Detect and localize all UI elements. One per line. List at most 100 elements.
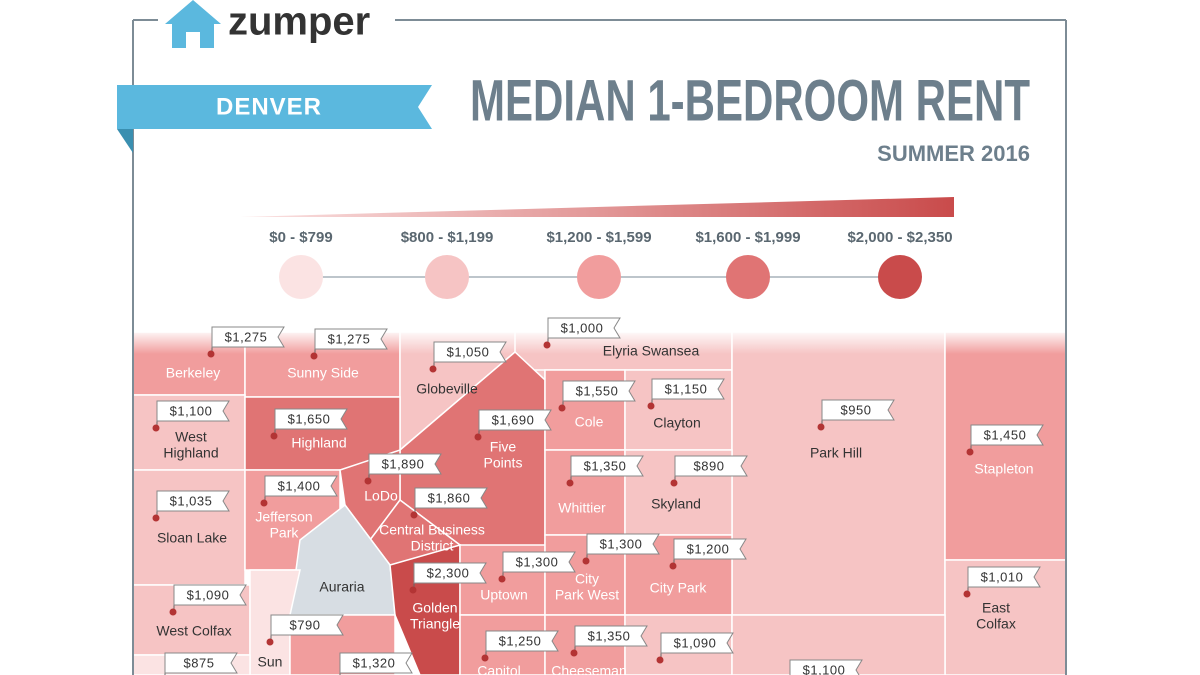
pin-dot [669,562,677,570]
rent-flag [547,317,621,339]
rent-flag [674,455,748,477]
neighborhood-name: Highland [291,435,346,451]
rent-flag [314,328,388,350]
pin-dot [152,514,160,522]
neighborhoods: Berkeley $1,275 Sunny Side $1,275 Globeville… [152,317,1044,675]
rent-flag [414,487,488,509]
pin-dot [429,365,437,373]
rent-label: $1,300 [516,554,559,569]
rent-label: $1,690 [492,412,535,427]
rent-flag [485,630,559,652]
neighborhood-name: Colfax [976,616,1016,632]
neighborhood-name: Jefferson [255,509,312,525]
rent-flag [967,566,1041,588]
neighborhood-name: Elyria Swansea [603,343,700,359]
rent-label: $1,320 [353,655,396,670]
rent-label: $1,275 [225,329,268,344]
rent-label: $1,300 [600,536,643,551]
legend: $0 - $799 $800 - $1,199 $1,200 - $1,599 $1,… [269,229,953,299]
rent-label: $1,275 [328,331,371,346]
neighborhood-name: Cheeseman [551,663,627,675]
neighborhood-name: Sun [258,654,283,670]
pin-dot [570,649,578,657]
pin-dot [310,352,318,360]
legend-label: $1,200 - $1,599 [546,229,651,246]
rent-label: $1,100 [170,403,213,418]
map [132,331,1067,675]
rent-flag [651,378,725,400]
pin-dot [364,477,372,485]
pin-dot [670,479,678,487]
rent-label: $1,010 [981,569,1024,584]
neighborhood-name: West Colfax [156,623,231,639]
rent-label: $1,090 [187,587,230,602]
rent-label: $1,035 [170,493,213,508]
legend-label: $800 - $1,199 [401,229,494,246]
rent-flag [264,475,338,497]
rent-flag [574,625,648,647]
neighborhood-name: District [411,538,454,554]
rent-label: $1,450 [984,427,1027,442]
rent-flag [270,614,344,636]
neighborhood-name: Uptown [480,587,527,603]
rent-label: $1,000 [561,320,604,335]
rent-label: $890 [694,458,725,473]
pin-dot [498,575,506,583]
neighborhood-name: Globeville [416,381,478,397]
pin-dot [647,402,655,410]
legend-label: $0 - $799 [269,229,332,246]
neighborhood-name: Sloan Lake [157,530,227,546]
rent-label: $1,150 [665,381,708,396]
pin-dot [207,350,215,358]
rent-label: $950 [841,402,872,417]
rent-flag [413,562,487,584]
rent-label: $790 [290,617,321,632]
pin-dot [582,557,590,565]
neighborhood-name: City Park [650,580,708,596]
rent-label: $1,860 [428,490,471,505]
rent-flag [673,538,747,560]
neighborhood-name: Auraria [319,579,364,595]
rent-label: $1,100 [803,662,846,675]
neighborhood-name: Highland [163,445,218,461]
legend-swatch [577,255,621,299]
logo-icon [165,0,221,48]
banner [117,85,432,129]
neighborhood-name: Capitol [477,663,521,675]
rent-label: $1,890 [382,456,425,471]
rent-flag [368,453,442,475]
rent-label: $1,650 [288,411,331,426]
pin-dot [270,432,278,440]
rent-flag [156,400,230,422]
neighborhood-name: East [982,600,1010,616]
neighborhood-name: Skyland [651,496,701,512]
rent-label: $1,350 [584,458,627,473]
neighborhood-name: Five [490,439,517,455]
rent-label: $1,050 [447,344,490,359]
logo: zumper [228,0,370,44]
rent-flag [211,326,285,348]
rent-flag [339,652,413,674]
rent-flag [478,409,552,431]
title: MEDIAN 1-BEDROOM RENT [470,68,1030,133]
legend-wedge [240,197,954,217]
neighborhood-name: Park West [555,587,619,603]
rent-flag [156,490,230,512]
pin-dot [656,656,664,664]
neighborhood-name: Points [484,455,523,471]
rent-flag [274,408,348,430]
neighborhood-name: City [575,571,599,587]
pin-dot [963,590,971,598]
pin-dot [152,424,160,432]
rent-label: $1,350 [588,628,631,643]
neighborhood-name: Park Hill [810,445,862,461]
legend-swatch [878,255,922,299]
rent-label: $1,200 [687,541,730,556]
pin-dot [817,423,825,431]
rent-label: $1,250 [499,633,542,648]
rent-flag [433,341,507,363]
legend-swatch [425,255,469,299]
neighborhood-name: Clayton [653,415,700,431]
pin-dot [966,448,974,456]
